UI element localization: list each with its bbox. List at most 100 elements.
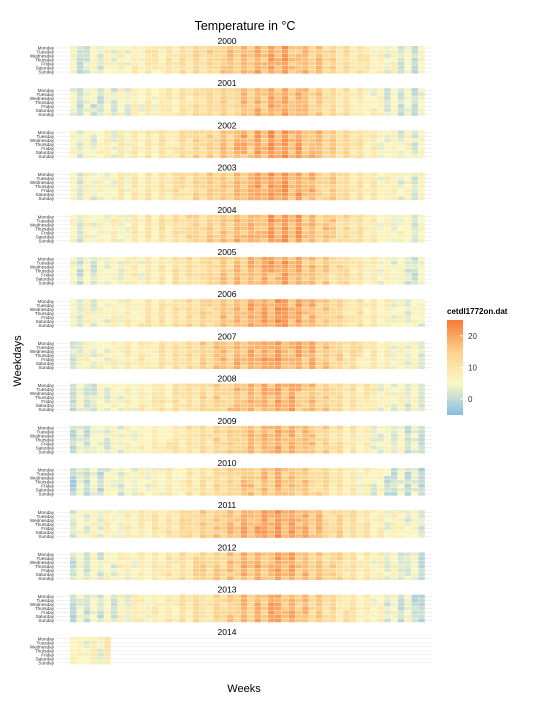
heatmap-cell [145, 353, 152, 358]
heatmap-cell [363, 441, 371, 446]
facet-year-label: 2000 [218, 36, 237, 46]
heatmap-cell [288, 480, 296, 484]
heatmap-cell [377, 218, 384, 223]
heatmap-cell [90, 610, 97, 615]
heatmap-cell [192, 488, 200, 492]
heatmap-cell [117, 96, 125, 100]
heatmap-cell [384, 530, 391, 534]
heatmap-cell [315, 315, 323, 319]
heatmap-cell [302, 108, 309, 112]
heatmap-cell [213, 146, 220, 151]
heatmap-cell [213, 391, 220, 396]
heatmap-cell [227, 257, 234, 261]
heatmap-cell [110, 387, 118, 392]
heatmap-cell [343, 576, 350, 581]
heatmap-cell [104, 610, 111, 615]
heatmap-cell [329, 526, 337, 530]
heatmap-cell [186, 146, 193, 151]
heatmap-cell [391, 576, 398, 581]
heatmap-cell [192, 564, 200, 569]
heatmap-cell [158, 196, 166, 201]
heatmap-cell [309, 530, 316, 534]
heatmap-cell [343, 403, 350, 408]
heatmap-cell [322, 445, 330, 450]
heatmap-cell [281, 273, 289, 277]
heatmap-cell [377, 552, 384, 557]
heatmap-cell [70, 429, 77, 434]
heatmap-cell [363, 269, 371, 273]
heatmap-cell [151, 361, 159, 366]
heatmap-cell [227, 192, 234, 197]
heatmap-cell [356, 468, 364, 472]
heatmap-cell [192, 323, 200, 327]
heatmap-cell [192, 319, 200, 323]
heatmap-cell [90, 50, 97, 54]
heatmap-cell [145, 468, 152, 472]
heatmap-cell [391, 112, 398, 116]
heatmap-cell [274, 96, 282, 100]
heatmap-cell [404, 345, 412, 350]
heatmap-cell [247, 257, 255, 261]
heatmap-cell [110, 146, 118, 151]
heatmap-cell [391, 277, 398, 281]
heatmap-cell [309, 150, 316, 155]
heatmap-cell [261, 403, 268, 408]
heatmap-cell [281, 277, 289, 281]
heatmap-cell [206, 484, 214, 488]
heatmap-cell [124, 480, 132, 484]
heatmap-cell [288, 349, 296, 354]
heatmap-cell [281, 134, 289, 139]
heatmap-cell [302, 484, 309, 488]
heatmap-cell [158, 134, 166, 139]
heatmap-cell [322, 472, 330, 476]
heatmap-cell [295, 576, 302, 581]
heatmap-cell [309, 108, 316, 112]
weekday-tick-label: Saturday [36, 445, 55, 450]
heatmap-cell [322, 88, 330, 92]
heatmap-cell [397, 307, 405, 311]
heatmap-cell [151, 445, 159, 450]
heatmap-cell [192, 510, 200, 514]
heatmap-cell [309, 100, 316, 104]
heatmap-cell [227, 441, 234, 446]
heatmap-cell [227, 395, 234, 400]
heatmap-cell [370, 572, 378, 577]
heatmap-cell [295, 552, 302, 557]
heatmap-cell [363, 277, 371, 281]
heatmap-cell [295, 130, 302, 135]
heatmap-cell [131, 357, 138, 362]
weekday-tick-label: Thursday [35, 311, 55, 316]
facet-year-label: 2011 [218, 500, 237, 510]
heatmap-cell [247, 353, 255, 358]
heatmap-cell [261, 361, 268, 366]
heatmap-cell [363, 345, 371, 350]
heatmap-cell [199, 468, 207, 472]
heatmap-cell [233, 192, 241, 197]
heatmap-cell [110, 281, 118, 285]
weekday-tick-label: Wednesday [30, 222, 55, 227]
heatmap-cell [213, 341, 220, 346]
heatmap-cell [213, 522, 220, 526]
heatmap-cell [329, 134, 337, 139]
heatmap-cell [70, 180, 77, 185]
heatmap-cell [315, 130, 323, 135]
heatmap-cell [329, 196, 337, 201]
heatmap-cell [76, 100, 84, 104]
heatmap-cell [145, 403, 152, 408]
heatmap-cell [76, 96, 84, 100]
heatmap-cell [309, 265, 316, 269]
heatmap-cell [268, 572, 275, 577]
heatmap-cell [186, 192, 193, 197]
heatmap-cell [268, 526, 275, 530]
heatmap-cell [295, 387, 302, 392]
heatmap-cell [70, 518, 77, 522]
heatmap-cell [315, 277, 323, 281]
heatmap-cell [295, 492, 302, 496]
heatmap-cell [70, 315, 77, 319]
heatmap-cell [83, 269, 91, 273]
heatmap-cell [179, 437, 186, 442]
heatmap-cell [322, 62, 330, 66]
heatmap-cell [165, 480, 173, 484]
heatmap-cell [268, 449, 275, 454]
heatmap-cell [124, 222, 132, 227]
